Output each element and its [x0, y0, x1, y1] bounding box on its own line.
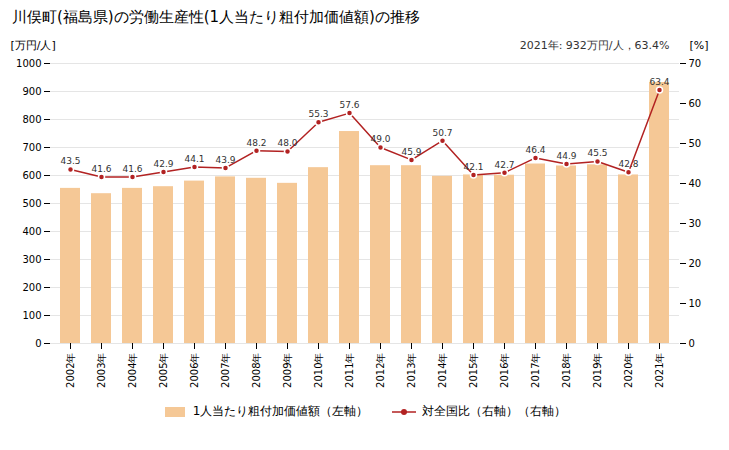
svg-text:0: 0	[35, 338, 41, 349]
svg-text:46.4: 46.4	[525, 145, 545, 155]
html-text:対全国比（右軸）（右軸）: 対全国比（右軸）（右軸）	[422, 404, 567, 418]
svg-text:300: 300	[22, 254, 41, 265]
svg-text:700: 700	[22, 142, 41, 153]
svg-text:10: 10	[689, 298, 702, 309]
svg-text:2020年: 2020年	[623, 353, 634, 388]
svg-text:43.9: 43.9	[215, 155, 235, 165]
svg-text:100: 100	[22, 310, 41, 321]
svg-text:[%]: [%]	[690, 39, 709, 52]
svg-text:49.0: 49.0	[370, 134, 390, 144]
svg-text:500: 500	[22, 198, 41, 209]
svg-text:42.9: 42.9	[153, 159, 173, 169]
svg-text:41.6: 41.6	[122, 164, 142, 174]
svg-text:40: 40	[689, 178, 702, 189]
svg-text:200: 200	[22, 282, 41, 293]
svg-text:2006年: 2006年	[189, 353, 200, 388]
svg-text:2011年: 2011年	[344, 353, 355, 388]
svg-text:2014年: 2014年	[437, 353, 448, 388]
svg-text:2021年: 932万円/人，63.4%: 2021年: 932万円/人，63.4%	[520, 39, 670, 52]
svg-text:2010年: 2010年	[313, 353, 324, 388]
svg-text:41.6: 41.6	[91, 164, 111, 174]
svg-text:2009年: 2009年	[282, 353, 293, 388]
svg-text:43.5: 43.5	[60, 156, 80, 166]
svg-text:45.5: 45.5	[587, 148, 607, 158]
html-text:1人当たり粗付加価値額（左軸）: 1人当たり粗付加価値額（左軸）	[192, 404, 369, 418]
svg-text:2002年: 2002年	[65, 353, 76, 388]
svg-text:2004年: 2004年	[127, 353, 138, 388]
svg-text:2016年: 2016年	[499, 353, 510, 388]
svg-text:55.3: 55.3	[308, 109, 328, 119]
svg-text:42.1: 42.1	[463, 162, 483, 172]
svg-text:2007年: 2007年	[220, 353, 231, 388]
svg-text:2015年: 2015年	[468, 353, 479, 388]
svg-text:0: 0	[689, 338, 695, 349]
svg-text:48.0: 48.0	[277, 138, 297, 148]
svg-text:[万円/人]: [万円/人]	[11, 39, 56, 52]
svg-text:42.8: 42.8	[618, 159, 638, 169]
html-text:川俣町(福島県)の労働生産性(1人当たり粗付加価値額)の推移: 川俣町(福島県)の労働生産性(1人当たり粗付加価値額)の推移	[12, 8, 420, 26]
svg-text:2012年: 2012年	[375, 353, 386, 388]
svg-text:800: 800	[22, 114, 41, 125]
svg-text:2003年: 2003年	[96, 353, 107, 388]
svg-text:2008年: 2008年	[251, 353, 262, 388]
svg-text:42.7: 42.7	[494, 160, 514, 170]
svg-text:600: 600	[22, 170, 41, 181]
svg-text:44.9: 44.9	[556, 151, 576, 161]
svg-text:57.6: 57.6	[339, 100, 359, 110]
svg-text:63.4: 63.4	[649, 77, 669, 87]
svg-text:70: 70	[689, 58, 702, 69]
svg-text:2021年: 2021年	[654, 353, 665, 388]
svg-text:20: 20	[689, 258, 702, 269]
svg-text:44.1: 44.1	[184, 154, 204, 164]
svg-text:30: 30	[689, 218, 702, 229]
svg-text:2005年: 2005年	[158, 353, 169, 388]
svg-text:2017年: 2017年	[530, 353, 541, 388]
svg-text:2018年: 2018年	[561, 353, 572, 388]
svg-text:2013年: 2013年	[406, 353, 417, 388]
svg-text:1000: 1000	[16, 58, 41, 69]
svg-text:48.2: 48.2	[246, 138, 266, 148]
svg-text:45.9: 45.9	[401, 147, 421, 157]
svg-text:900: 900	[22, 86, 41, 97]
svg-text:50: 50	[689, 138, 702, 149]
svg-text:400: 400	[22, 226, 41, 237]
svg-text:2019年: 2019年	[592, 353, 603, 388]
svg-text:50.7: 50.7	[432, 128, 452, 138]
svg-text:60: 60	[689, 98, 702, 109]
